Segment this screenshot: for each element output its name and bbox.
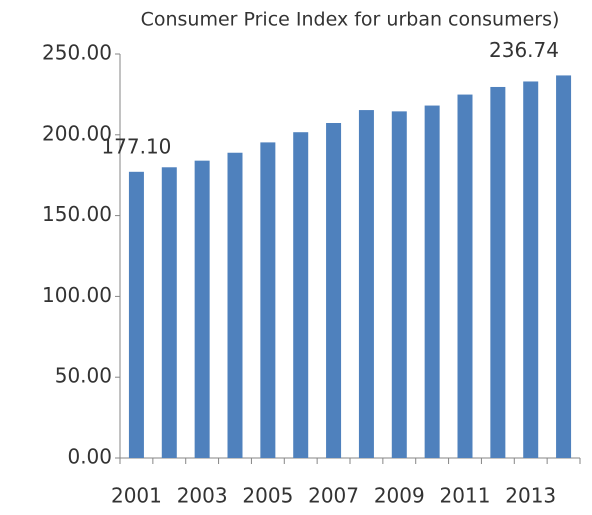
y-tick-label: 200.00 [42, 121, 112, 145]
bar [227, 152, 243, 458]
y-tick-label: 0.00 [67, 445, 112, 469]
x-tick-label: 2001 [111, 484, 162, 508]
bar [424, 105, 440, 458]
bar [523, 81, 539, 459]
bar [293, 132, 309, 458]
x-tick-label: 2011 [440, 484, 491, 508]
y-tick-label: 250.00 [42, 41, 112, 65]
data-label: 236.74 [489, 38, 559, 62]
x-tick-label: 2003 [177, 484, 228, 508]
y-tick-label: 150.00 [42, 202, 112, 226]
bar [260, 142, 276, 458]
x-tick-label: 2005 [242, 484, 293, 508]
bar [391, 111, 407, 459]
y-tick-label: 100.00 [42, 283, 112, 307]
bar [556, 75, 572, 458]
bar [457, 94, 473, 459]
bar [194, 160, 210, 458]
x-tick-label: 2009 [374, 484, 425, 508]
chart-title: Consumer Price Index for urban consumers… [141, 9, 560, 31]
x-tick-label: 2007 [308, 484, 359, 508]
bar [358, 110, 374, 459]
bar [161, 167, 177, 458]
y-tick-label: 50.00 [55, 364, 112, 388]
bar [326, 123, 342, 458]
bar [128, 171, 144, 458]
data-label: 177.10 [101, 134, 171, 158]
bar [490, 86, 506, 458]
x-tick-label: 2013 [505, 484, 556, 508]
